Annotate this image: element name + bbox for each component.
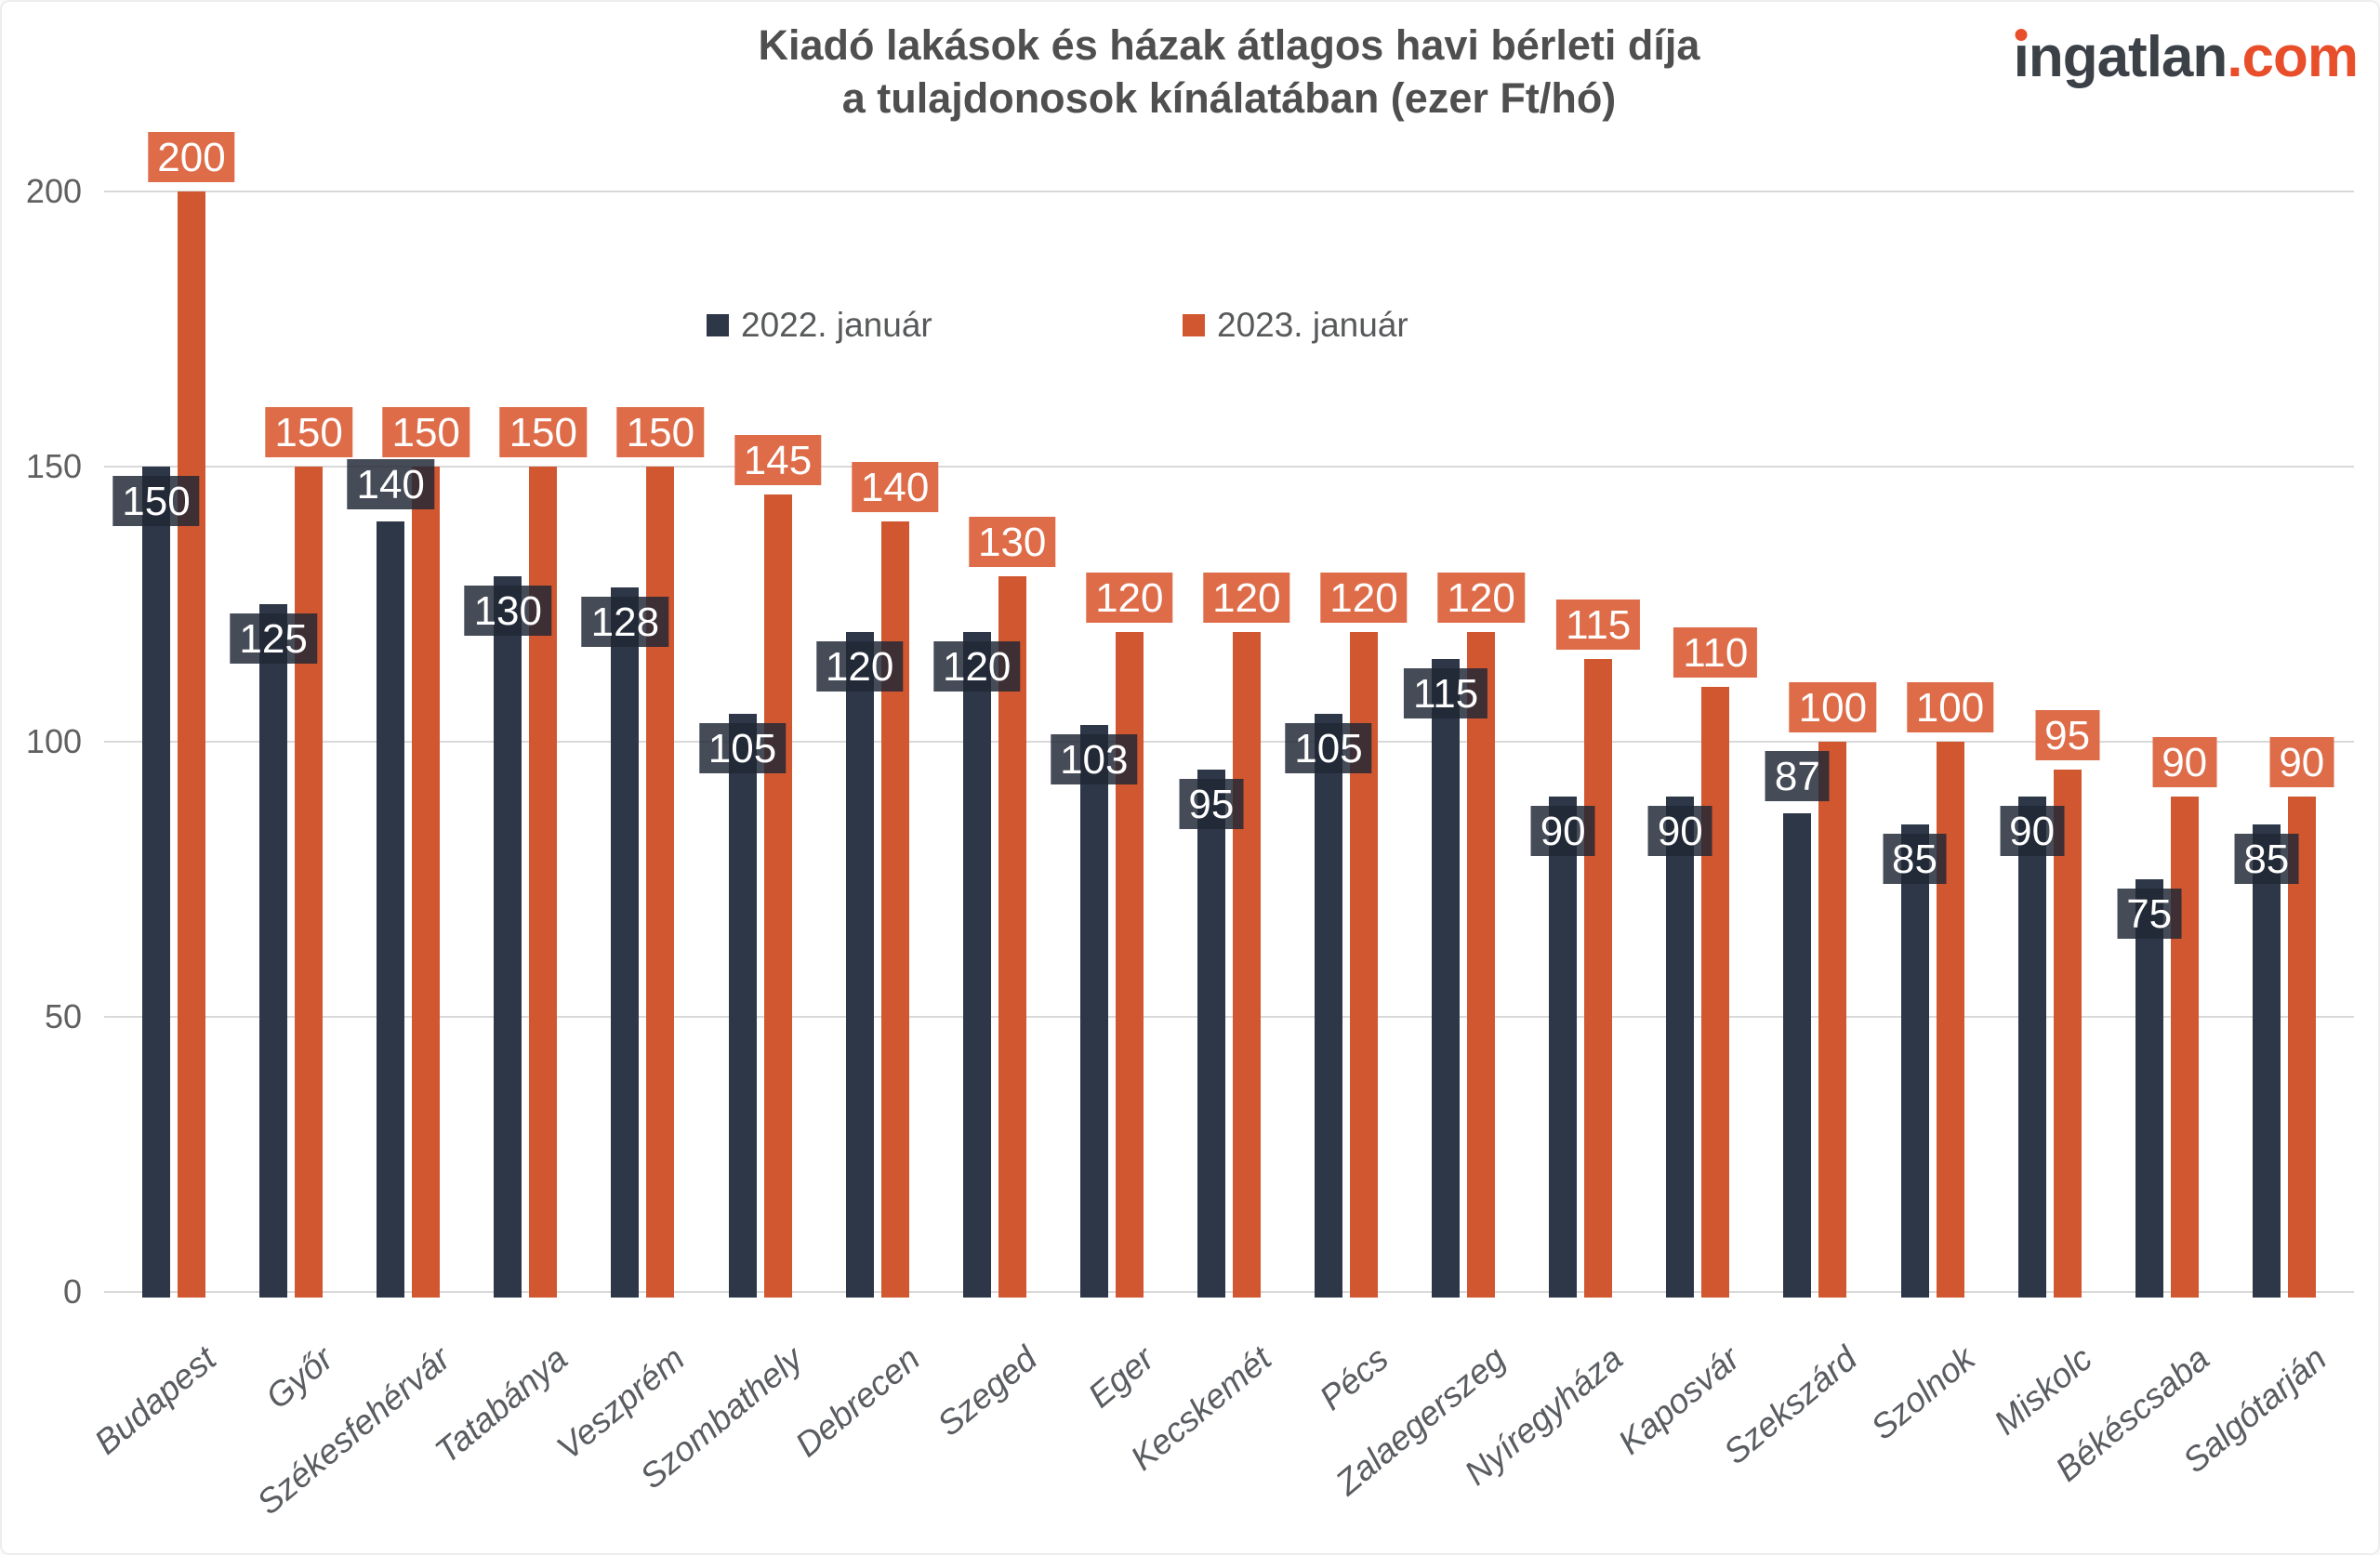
bar-2022-18	[2252, 824, 2281, 1298]
bar-2023-7	[998, 576, 1026, 1298]
ytick-label-200: 200	[25, 172, 82, 210]
bar-2022-10	[1315, 714, 1342, 1298]
value-label-2023-16: 95	[2035, 709, 2100, 760]
ytick-label-100: 100	[25, 722, 82, 760]
gridline-150	[104, 466, 2354, 468]
logo-tld-text: .com	[2227, 25, 2359, 89]
bar-2022-0	[142, 467, 170, 1298]
ingatlan-logo: ı ngatlan.com	[2013, 24, 2359, 90]
gridline-200	[104, 191, 2354, 192]
ytick-label-50: 50	[44, 997, 82, 1035]
value-label-2023-3: 150	[499, 407, 588, 457]
legend: 2022. január 2023. január	[0, 305, 2380, 346]
value-label-2022-17: 75	[2117, 889, 2182, 939]
bar-2022-8	[1079, 725, 1108, 1298]
bar-2022-5	[728, 714, 757, 1298]
value-label-2022-9: 95	[1179, 778, 1244, 829]
value-label-2022-14: 87	[1765, 750, 1830, 801]
value-label-2023-11: 120	[1437, 572, 1525, 623]
value-label-2023-0: 200	[148, 132, 235, 182]
chart-title: Kiadó lakások és házak átlagos havi bérl…	[104, 19, 2354, 125]
value-label-2023-14: 100	[1789, 682, 1877, 732]
value-label-2023-7: 130	[968, 517, 1056, 568]
bar-2022-16	[2017, 797, 2046, 1298]
value-label-2022-16: 90	[2000, 806, 2065, 857]
value-label-2023-15: 100	[1906, 682, 1994, 732]
bar-2023-17	[2170, 797, 2199, 1298]
bar-2022-2	[377, 521, 405, 1298]
chart-title-line2: a tulajdonosok kínálatában (ezer Ft/hó)	[841, 74, 1617, 122]
value-label-2022-1: 125	[230, 613, 317, 664]
legend-swatch-2022	[707, 314, 729, 336]
value-label-2022-7: 120	[932, 640, 1021, 692]
ytick-label-150: 150	[25, 447, 82, 485]
value-label-2023-9: 120	[1203, 572, 1290, 623]
bar-2023-16	[2053, 769, 2082, 1298]
bar-2022-13	[1666, 797, 1695, 1298]
value-label-2023-4: 150	[616, 407, 705, 457]
value-label-2022-10: 105	[1285, 723, 1372, 774]
value-label-2023-8: 120	[1086, 572, 1173, 623]
value-label-2022-2: 140	[347, 459, 434, 510]
legend-swatch-2023	[1183, 314, 1205, 336]
value-label-2022-15: 85	[1883, 833, 1947, 884]
bar-2023-14	[1818, 742, 1847, 1298]
value-label-2023-2: 150	[382, 407, 469, 457]
bar-2023-1	[295, 467, 324, 1298]
value-label-2022-13: 90	[1647, 806, 1712, 857]
bar-2022-6	[845, 631, 874, 1298]
legend-label-2022: 2022. január	[741, 306, 932, 344]
bar-2022-15	[1900, 824, 1929, 1298]
bar-2022-4	[611, 587, 640, 1298]
value-label-2023-13: 110	[1673, 626, 1758, 678]
value-label-2022-0: 150	[112, 476, 200, 526]
value-label-2023-12: 115	[1556, 600, 1641, 651]
value-label-2023-17: 90	[2152, 737, 2217, 788]
value-label-2023-6: 140	[851, 462, 939, 513]
bar-2023-9	[1232, 631, 1261, 1298]
legend-label-2023: 2023. január	[1217, 306, 1408, 344]
bar-2023-8	[1115, 631, 1144, 1298]
bar-2022-9	[1197, 769, 1225, 1298]
legend-entry-2023: 2023. január	[1183, 305, 1408, 346]
value-label-2022-8: 103	[1051, 734, 1138, 785]
gridline-0	[104, 1291, 2354, 1293]
bar-2022-7	[962, 631, 991, 1298]
value-label-2022-6: 120	[815, 640, 904, 692]
bar-2023-2	[412, 467, 441, 1298]
value-label-2022-5: 105	[698, 723, 787, 774]
logo-i: ı	[2013, 25, 2030, 89]
bar-2023-15	[1936, 742, 1964, 1298]
bar-2023-4	[646, 467, 675, 1298]
bar-2022-11	[1432, 659, 1461, 1298]
chart-title-line1: Kiadó lakások és házak átlagos havi bérl…	[758, 21, 1700, 69]
legend-entry-2022: 2022. január	[707, 305, 932, 346]
bar-2023-11	[1467, 631, 1496, 1298]
ytick-label-0: 0	[62, 1272, 82, 1311]
value-label-2022-12: 90	[1530, 806, 1595, 857]
value-label-2023-10: 120	[1320, 572, 1408, 623]
bar-2022-3	[494, 576, 522, 1298]
value-label-2023-1: 150	[265, 407, 352, 457]
bar-2022-1	[259, 604, 288, 1298]
bar-2023-13	[1701, 686, 1730, 1298]
value-label-2023-18: 90	[2269, 737, 2334, 788]
logo-i-dot	[2015, 29, 2028, 41]
bar-2022-14	[1783, 812, 1812, 1298]
value-label-2022-4: 128	[581, 597, 669, 648]
bar-2023-5	[763, 494, 792, 1298]
bar-2023-6	[880, 521, 909, 1298]
bar-2022-12	[1549, 797, 1578, 1298]
gridline-100	[104, 741, 2354, 743]
gridline-50	[104, 1016, 2354, 1018]
bar-2023-12	[1584, 659, 1613, 1298]
bar-2023-0	[178, 191, 205, 1298]
value-label-2023-5: 145	[734, 434, 822, 485]
value-label-2022-11: 115	[1404, 668, 1488, 719]
value-label-2022-3: 130	[464, 586, 552, 637]
value-label-2022-18: 85	[2234, 833, 2299, 884]
bar-2022-17	[2135, 879, 2163, 1298]
